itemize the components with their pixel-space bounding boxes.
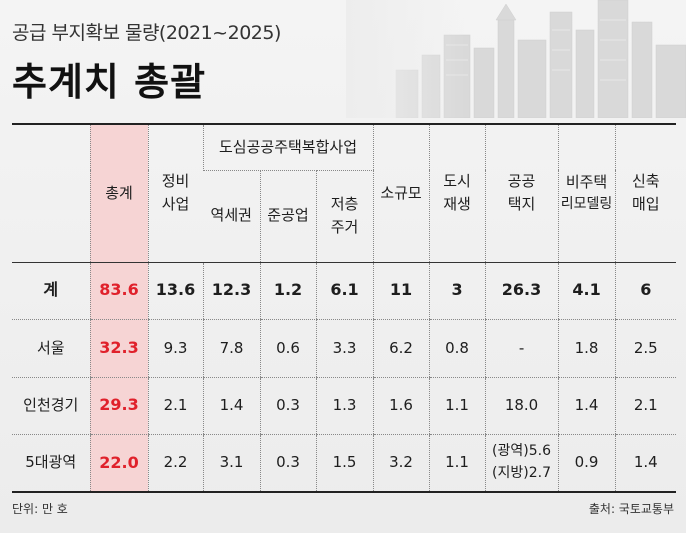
header-small-scale: 소규모 [372,124,430,263]
total-cell: 29.3 [89,377,148,435]
table-row: 인천경기 29.3 2.1 1.4 0.3 1.3 1.6 1.1 18.0 1.4 2.1 [12,377,677,435]
table-cell: 2.1 [147,377,203,435]
table-cell: 6.2 [372,319,430,378]
table-cell: 26.3 [484,262,559,320]
table-cell: 6 [614,262,677,320]
total-cell: 83.6 [89,262,148,320]
table-cell: 3.1 [202,434,260,492]
table-cell: 18.0 [484,377,559,435]
row-region: 5대광역 [25,453,77,472]
table-cell: 1.3 [315,377,374,435]
table-cell: 1.6 [372,377,430,435]
table-cell: - [484,319,559,378]
table-cell: 1.2 [259,262,316,320]
table-cell: 1.1 [428,377,486,435]
table-cell: 2.1 [614,377,677,435]
table-cell: 1.4 [202,377,260,435]
table-cell: 1.5 [315,434,374,492]
row-region: 인천경기 [12,377,90,435]
table-cell: 1.4 [557,377,616,435]
subtitle: 공급 부지확보 물량(2021~2025) [12,22,281,44]
page-title: 추계치 총괄 [12,60,207,104]
header-redevelopment: 정비 사업 [147,124,203,263]
table-cell: 1.8 [557,319,616,378]
header: 공급 부지확보 물량(2021~2025) 추계치 총괄 [12,18,281,106]
header-new-purchase: 신축 매입 [614,124,677,263]
table-cell: 0.3 [259,377,316,435]
table-cell: 1.4 [614,434,677,492]
header-non-housing-label: 비주택 [565,172,608,191]
table-cell: 0.9 [557,434,616,492]
row-region: 계 [12,262,90,320]
table-cell: 2.2 [147,434,203,492]
total-cell: 22.0 [89,434,148,492]
table-cell: 1.1 [428,434,486,492]
header-urban-regeneration: 도시 재생 [428,124,486,263]
header-non-housing: 비주택 리모델링 [557,124,616,263]
header-remodeling-label: 리모델링 [560,196,613,213]
unit-note: 단위: 만 호 [12,502,68,516]
table-row: 5대광역 22.0 2.2 3.1 0.3 1.5 3.2 1.1 (광역)5.6 (지방)2.… [12,434,677,492]
table-row: 서울 32.3 9.3 7.8 0.6 3.3 6.2 0.8-1.8 2.5 [12,319,677,378]
table-cell: 0.6 [259,319,316,378]
table-cell: 12.3 [202,262,260,320]
row-region: 서울 [12,319,90,378]
table-cell: 6.1 [315,262,374,320]
total-cell: 32.3 [89,319,148,378]
table-cell: 13.6 [147,262,203,320]
table-cell: 3 [428,262,486,320]
header-group-urban-public-housing: 도심공공주택복합사업 [202,124,374,171]
table-cell: 3.3 [315,319,374,378]
header-region [12,124,90,263]
header-semi-industrial: 준공업 [259,170,316,263]
table-cell: 0.3 [259,434,316,492]
table-cell: 7.8 [202,319,260,378]
header-public-land: 공공 택지 [484,124,559,263]
city-skyline-image [346,0,686,118]
supply-table: 총계 정비 사업 도심공공주택복합사업 소규모 도시 재생 공공 택지 비주택 … [12,123,677,493]
table-cell: 3.2 [372,434,430,492]
table-cell: 0.8 [428,319,486,378]
table-cell: 2.5 [614,319,677,378]
source-note: 출처: 국토교통부 [588,502,674,516]
table-cell: (광역)5.6 (지방)2.7 [484,434,559,492]
table-cell: 9.3 [147,319,203,378]
header-station-area: 역세권 [203,170,260,263]
header-low-rise: 저층 주거 [315,170,374,263]
header-total: 총계 [89,124,148,263]
table-cell: 4.1 [557,262,616,320]
table-cell: 11 [372,262,430,320]
table-row: 계 83.6 13.6 12.3 1.2 6.1 11 3 26.3 4.1 6 [12,262,677,320]
